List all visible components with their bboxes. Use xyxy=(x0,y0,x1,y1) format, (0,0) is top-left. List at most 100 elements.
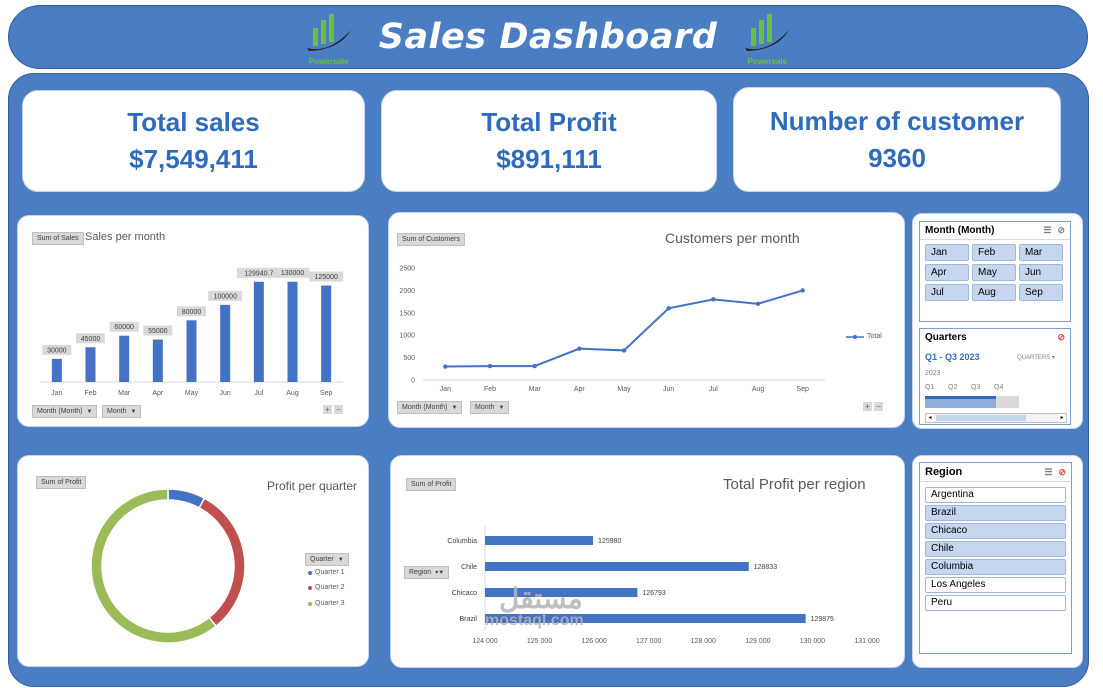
multi-select-icon[interactable]: ☰ xyxy=(1043,225,1052,235)
x-tick-label: Jun xyxy=(663,386,674,393)
donut-slice xyxy=(167,488,206,509)
field-button-month[interactable]: Month ▼ xyxy=(470,401,510,414)
legend-dot xyxy=(308,601,312,606)
field-button-month-month[interactable]: Month (Month) ▼ xyxy=(397,401,463,414)
clear-filter-icon[interactable]: ⊘ xyxy=(1057,332,1065,342)
expand-icon[interactable]: + xyxy=(323,405,332,414)
field-button-month-month[interactable]: Month (Month) ▼ xyxy=(32,405,98,418)
field-button-quarter[interactable]: Quarter ▼ xyxy=(305,553,349,566)
clear-filter-icon[interactable]: ⊘ xyxy=(1057,225,1065,235)
scroll-left-icon[interactable]: ◂ xyxy=(926,414,934,422)
pivot-value-button[interactable]: Sum of Sales xyxy=(32,232,84,245)
legend-quarter-3: Quarter 3 xyxy=(308,600,345,607)
month-button[interactable]: Jun xyxy=(1019,264,1063,281)
sales-per-month-card: Sum of Sales Sales per month 30000 Jan 450… xyxy=(17,215,369,427)
month-buttons: Jan Feb Mar Apr May Jun Jul Aug Sep xyxy=(920,240,1070,305)
scroll-thumb[interactable] xyxy=(936,415,1026,421)
category-label: Columbia xyxy=(447,538,477,545)
legend-total: Total xyxy=(846,333,882,340)
scroll-right-icon[interactable]: ▸ xyxy=(1058,414,1066,422)
data-label: 125000 xyxy=(314,274,337,281)
kpi-label: Number of customer xyxy=(769,105,1025,136)
field-button-label: Quarter xyxy=(310,556,334,563)
bar xyxy=(119,335,130,382)
region-item[interactable]: Columbia xyxy=(925,559,1066,575)
category-label: Chicaco xyxy=(452,590,477,597)
x-tick-label: 128 000 xyxy=(691,638,716,645)
chart-title: Total Profit per region xyxy=(723,476,866,493)
x-tick-label: 130 000 xyxy=(800,638,825,645)
legend-quarter-2: Quarter 2 xyxy=(308,584,345,591)
category-label: Chile xyxy=(461,564,477,571)
timeline-selection[interactable] xyxy=(925,396,996,408)
pivot-value-button[interactable]: Sum of Customers xyxy=(397,233,465,246)
x-tick-label: 125 000 xyxy=(527,638,552,645)
timeline-track[interactable] xyxy=(925,396,1019,408)
region-items: Argentina Brazil Chicaco Chile Columbia Los A… xyxy=(920,482,1071,611)
data-point xyxy=(443,364,448,369)
bar xyxy=(485,614,806,623)
x-tick-label: 131 000 xyxy=(854,638,879,645)
x-tick-label: Jul xyxy=(709,386,718,393)
collapse-icon[interactable]: − xyxy=(334,405,343,414)
bar xyxy=(85,347,96,382)
clear-filter-icon[interactable]: ⊘ xyxy=(1058,466,1066,477)
region-item[interactable]: Chicaco xyxy=(925,523,1066,539)
y-tick-label: 500 xyxy=(403,355,415,362)
bar xyxy=(51,358,62,382)
region-item[interactable]: Chile xyxy=(925,541,1066,557)
bar xyxy=(220,304,231,382)
region-item[interactable]: Argentina xyxy=(925,487,1066,503)
y-tick-label: 2500 xyxy=(399,266,415,273)
data-label-bg xyxy=(208,290,243,301)
data-label-bg xyxy=(42,344,72,355)
field-button-label: Month xyxy=(475,404,495,411)
x-tick-label: Aug xyxy=(286,390,299,397)
month-button[interactable]: Jan xyxy=(925,244,969,261)
bar-chart-logo-icon xyxy=(745,14,790,51)
donut-slice xyxy=(90,488,218,644)
customers-line-chart: 0 500 1000 1500 2000 2500 Jan Feb Mar Apr May Jun Ju… xyxy=(399,266,825,393)
data-label: 129940.7 xyxy=(244,270,273,277)
month-button[interactable]: Mar xyxy=(1019,244,1063,261)
x-tick-label: Sep xyxy=(320,390,333,397)
caret-down-icon: ▼ xyxy=(498,404,505,411)
y-tick-label: 0 xyxy=(411,378,415,385)
field-button-region[interactable]: Region ▾▼ xyxy=(404,566,450,579)
timeline-level-label: QUARTERS xyxy=(1017,355,1051,361)
region-item[interactable]: Los Angeles xyxy=(925,577,1066,593)
timeline-level-select[interactable]: QUARTERS ▾ xyxy=(1017,354,1055,361)
data-label: 45000 xyxy=(81,336,101,343)
region-item[interactable]: Brazil xyxy=(925,505,1066,521)
data-point xyxy=(711,297,716,302)
zoom-controls: + − xyxy=(863,402,883,411)
region-item[interactable]: Peru xyxy=(925,595,1066,611)
expand-icon[interactable]: + xyxy=(863,402,872,411)
caret-down-icon: ▼ xyxy=(451,404,458,411)
data-point xyxy=(487,363,493,369)
kpi-label: Total Profit xyxy=(481,107,617,137)
legend-label: Quarter 2 xyxy=(315,584,345,591)
timeline-scrollbar[interactable]: ◂ ▸ xyxy=(925,413,1067,423)
month-button[interactable]: Aug xyxy=(972,284,1016,301)
data-label-bg xyxy=(177,306,206,317)
y-tick-label: 2000 xyxy=(399,288,415,295)
month-button[interactable]: Apr xyxy=(925,264,969,281)
month-button[interactable]: May xyxy=(972,264,1016,281)
month-button[interactable]: Jul xyxy=(925,284,969,301)
data-point xyxy=(666,306,671,311)
logo-text: Powersale xyxy=(747,57,788,66)
data-label: 55000 xyxy=(148,328,168,335)
pivot-value-button[interactable]: Sum of Profit xyxy=(36,476,87,489)
pivot-value-button[interactable]: Sum of Profit xyxy=(406,478,457,491)
multi-select-icon[interactable]: ☰ xyxy=(1044,466,1053,477)
field-button-month[interactable]: Month ▼ xyxy=(102,405,142,418)
donut-slice xyxy=(198,497,246,628)
collapse-icon[interactable]: − xyxy=(874,402,883,411)
bar xyxy=(485,562,749,571)
month-button[interactable]: Sep xyxy=(1019,284,1063,301)
watermark-arabic: مستقل xyxy=(499,583,583,614)
legend-dot xyxy=(308,585,312,590)
x-tick-label: Mar xyxy=(529,386,542,393)
month-button[interactable]: Feb xyxy=(972,244,1016,261)
